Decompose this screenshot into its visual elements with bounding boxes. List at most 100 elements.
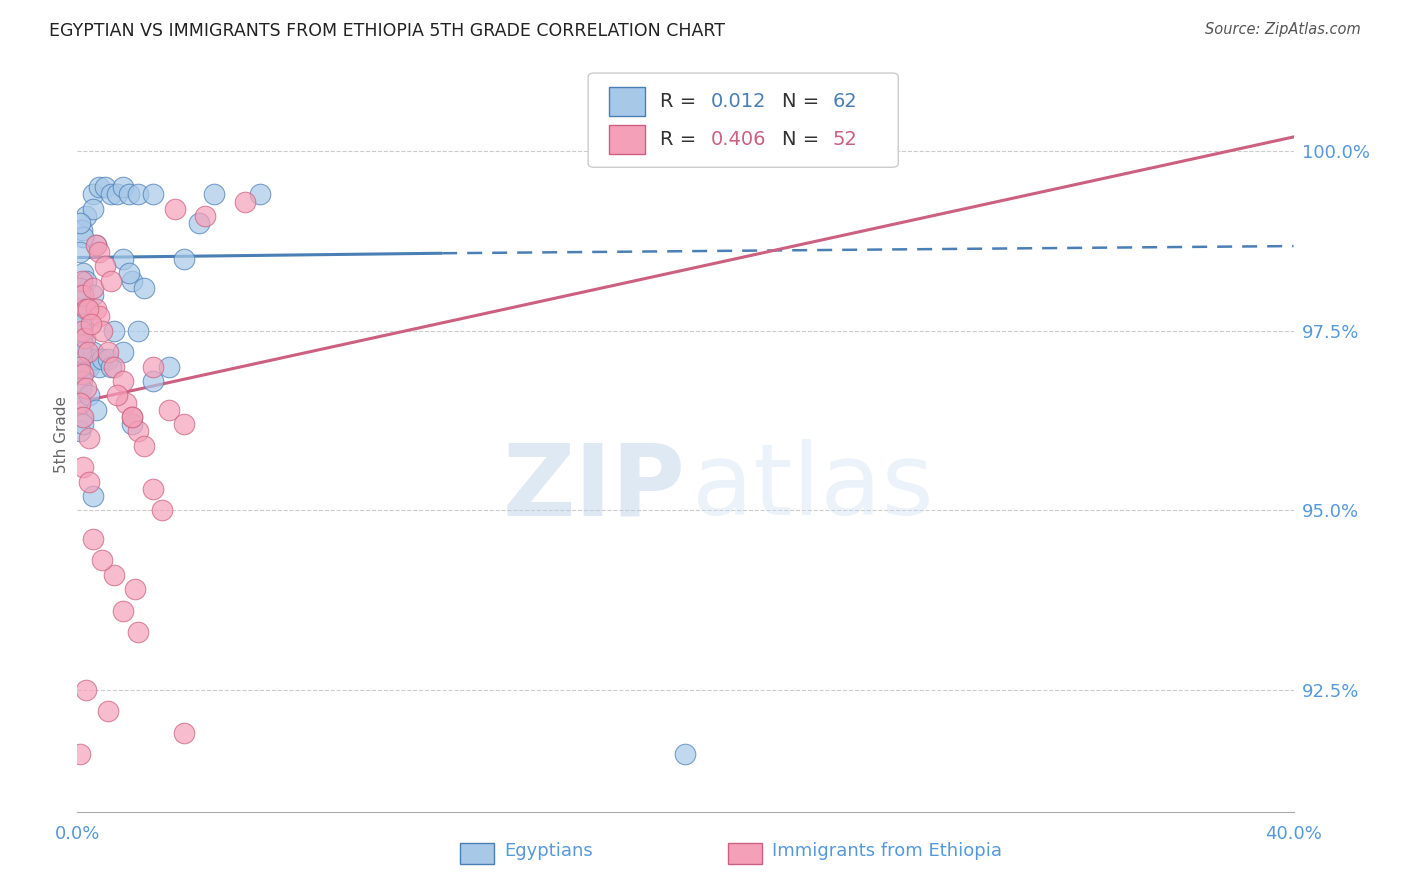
Y-axis label: 5th Grade: 5th Grade [53, 396, 69, 474]
Point [79, 475, 101, 489]
Point [118, 266, 141, 280]
Point [75, 302, 97, 317]
Point [72, 409, 94, 424]
Point [69, 216, 91, 230]
Point [69, 302, 91, 317]
Point [84, 237, 107, 252]
Point [142, 359, 165, 374]
Bar [460, 843, 495, 864]
Point [69, 424, 91, 438]
Point [111, 345, 134, 359]
Point [675, 747, 697, 762]
Point [75, 209, 97, 223]
Text: EGYPTIAN VS IMMIGRANTS FROM ETHIOPIA 5TH GRADE CORRELATION CHART: EGYPTIAN VS IMMIGRANTS FROM ETHIOPIA 5TH… [49, 22, 725, 40]
Point [69, 367, 91, 381]
Point [93, 180, 115, 194]
Point [121, 409, 143, 424]
Text: 0.012: 0.012 [711, 92, 766, 112]
Bar [728, 843, 762, 864]
Point [82, 288, 104, 302]
Point [87, 180, 110, 194]
Point [118, 187, 141, 202]
Point [73, 331, 96, 345]
Point [69, 281, 91, 295]
Bar [609, 87, 645, 116]
Point [84, 302, 107, 317]
Point [173, 725, 195, 739]
Point [79, 388, 101, 402]
Bar [609, 125, 645, 153]
FancyBboxPatch shape [588, 73, 898, 168]
Point [202, 187, 225, 202]
Point [70, 310, 93, 324]
Point [82, 281, 104, 295]
Point [100, 273, 122, 287]
Text: Immigrants from Ethiopia: Immigrants from Ethiopia [772, 842, 1001, 860]
Point [75, 359, 97, 374]
Point [142, 187, 165, 202]
Point [70, 324, 93, 338]
Text: R =: R = [659, 130, 703, 149]
Point [90, 352, 112, 367]
Point [70, 273, 93, 287]
Text: R =: R = [659, 92, 703, 112]
Text: atlas: atlas [692, 439, 934, 536]
Point [103, 567, 125, 582]
Point [70, 381, 93, 395]
Point [82, 345, 104, 359]
Point [79, 359, 101, 374]
Point [121, 417, 143, 431]
Point [134, 281, 156, 295]
Point [127, 424, 149, 438]
Text: 40.0%: 40.0% [1265, 824, 1322, 843]
Point [82, 187, 104, 202]
Point [72, 338, 94, 352]
Point [142, 482, 165, 496]
Point [105, 187, 128, 202]
Point [121, 409, 143, 424]
Point [97, 352, 120, 367]
Point [100, 359, 122, 374]
Text: ZIP: ZIP [502, 439, 686, 536]
Point [111, 252, 134, 266]
Point [75, 381, 97, 395]
Point [72, 367, 94, 381]
Point [72, 266, 94, 280]
Point [124, 582, 146, 597]
Point [70, 345, 93, 359]
Point [69, 359, 91, 374]
Point [173, 252, 195, 266]
Point [97, 704, 120, 718]
Point [127, 625, 149, 640]
Point [69, 395, 91, 409]
Point [69, 244, 91, 259]
Point [70, 374, 93, 388]
Point [111, 180, 134, 194]
Point [103, 359, 125, 374]
Point [69, 288, 91, 302]
Point [73, 352, 96, 367]
Point [115, 395, 138, 409]
Point [70, 409, 93, 424]
Text: N =: N = [782, 130, 825, 149]
Point [84, 237, 107, 252]
Point [82, 532, 104, 546]
Point [77, 302, 100, 317]
Point [82, 489, 104, 503]
Point [105, 388, 128, 402]
Point [163, 202, 186, 216]
Point [142, 374, 165, 388]
Point [82, 202, 104, 216]
Point [152, 503, 174, 517]
Point [72, 288, 94, 302]
Point [84, 402, 107, 417]
Point [127, 324, 149, 338]
Point [103, 324, 125, 338]
Point [70, 331, 93, 345]
Point [80, 317, 103, 331]
Point [87, 310, 110, 324]
Point [72, 417, 94, 431]
Point [97, 345, 120, 359]
Text: Source: ZipAtlas.com: Source: ZipAtlas.com [1205, 22, 1361, 37]
Point [87, 244, 110, 259]
